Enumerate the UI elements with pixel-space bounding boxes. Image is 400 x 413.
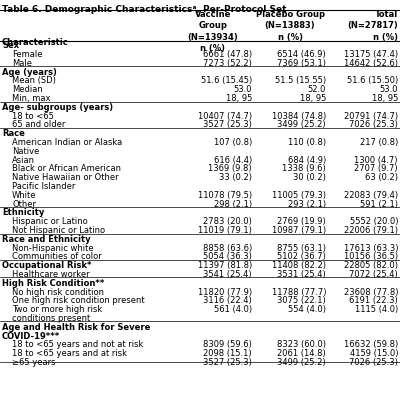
Text: 2707 (9.7): 2707 (9.7): [354, 164, 398, 173]
Text: Asian: Asian: [12, 156, 35, 165]
Text: 616 (4.4): 616 (4.4): [214, 156, 252, 165]
Text: Ethnicity: Ethnicity: [2, 209, 44, 217]
Text: 3527 (25.3): 3527 (25.3): [203, 121, 252, 129]
Text: 1115 (4.0): 1115 (4.0): [355, 305, 398, 314]
Text: ≥65 years: ≥65 years: [12, 358, 56, 367]
Text: 3499 (25.2): 3499 (25.2): [277, 358, 326, 367]
Text: Healthcare worker: Healthcare worker: [12, 270, 90, 279]
Text: Native: Native: [12, 147, 39, 156]
Text: Female: Female: [12, 50, 42, 59]
Text: 18, 95: 18, 95: [226, 94, 252, 103]
Text: 10384 (74.8): 10384 (74.8): [272, 112, 326, 121]
Text: 20791 (74.7): 20791 (74.7): [344, 112, 398, 121]
Text: 13175 (47.4): 13175 (47.4): [344, 50, 398, 59]
Text: Occupational Risk*: Occupational Risk*: [2, 261, 92, 270]
Text: 18, 95: 18, 95: [300, 94, 326, 103]
Text: Two or more high risk: Two or more high risk: [12, 305, 102, 314]
Text: 4159 (15.0): 4159 (15.0): [350, 349, 398, 358]
Text: Mean (SD): Mean (SD): [12, 76, 56, 85]
Text: Male: Male: [12, 59, 32, 68]
Text: One high risk condition present: One high risk condition present: [12, 297, 145, 305]
Text: 3075 (22.1): 3075 (22.1): [277, 297, 326, 305]
Text: 22083 (79.4): 22083 (79.4): [344, 191, 398, 200]
Text: 18 to <65: 18 to <65: [12, 112, 54, 121]
Text: 2098 (15.1): 2098 (15.1): [203, 349, 252, 358]
Text: 17613 (63.3): 17613 (63.3): [344, 244, 398, 253]
Text: No high risk condition: No high risk condition: [12, 287, 104, 297]
Text: Age and Health Risk for Severe: Age and Health Risk for Severe: [2, 323, 150, 332]
Text: Total
(N=27817)
n (%): Total (N=27817) n (%): [347, 10, 398, 42]
Text: Placebo Group
(N=13883)
n (%): Placebo Group (N=13883) n (%): [256, 10, 324, 42]
Text: Characteristic: Characteristic: [2, 38, 69, 47]
Text: 7072 (25.4): 7072 (25.4): [349, 270, 398, 279]
Text: 3527 (25.3): 3527 (25.3): [203, 358, 252, 367]
Text: Communities of color: Communities of color: [12, 252, 102, 261]
Text: 53.0: 53.0: [380, 85, 398, 94]
Text: 11397 (81.8): 11397 (81.8): [198, 261, 252, 270]
Text: 298 (2.1): 298 (2.1): [214, 199, 252, 209]
Text: 30 (0.2): 30 (0.2): [293, 173, 326, 182]
Text: 18, 95: 18, 95: [372, 94, 398, 103]
Text: 10407 (74.7): 10407 (74.7): [198, 112, 252, 121]
Text: 22006 (79.1): 22006 (79.1): [344, 226, 398, 235]
Text: conditions present: conditions present: [12, 314, 90, 323]
Text: 2783 (20.0): 2783 (20.0): [203, 217, 252, 226]
Text: 22805 (82.0): 22805 (82.0): [344, 261, 398, 270]
Text: American Indian or Alaska: American Indian or Alaska: [12, 138, 122, 147]
Text: Not Hispanic or Latino: Not Hispanic or Latino: [12, 226, 105, 235]
Text: 65 and older: 65 and older: [12, 121, 65, 129]
Text: 33 (0.2): 33 (0.2): [219, 173, 252, 182]
Text: 2769 (19.9): 2769 (19.9): [277, 217, 326, 226]
Text: Black or African American: Black or African American: [12, 164, 121, 173]
Text: 6191 (22.3): 6191 (22.3): [349, 297, 398, 305]
Text: Race: Race: [2, 129, 25, 138]
Text: 14642 (52.6): 14642 (52.6): [344, 59, 398, 68]
Text: 3531 (25.4): 3531 (25.4): [277, 270, 326, 279]
Text: 5054 (36.3): 5054 (36.3): [203, 252, 252, 261]
Text: 293 (2.1): 293 (2.1): [288, 199, 326, 209]
Text: 3541 (25.4): 3541 (25.4): [203, 270, 252, 279]
Text: Hispanic or Latino: Hispanic or Latino: [12, 217, 88, 226]
Text: 18 to <65 years and at risk: 18 to <65 years and at risk: [12, 349, 127, 358]
Text: 53.0: 53.0: [234, 85, 252, 94]
Text: White: White: [12, 191, 36, 200]
Text: 5102 (36.7): 5102 (36.7): [277, 252, 326, 261]
Text: 3116 (22.4): 3116 (22.4): [203, 297, 252, 305]
Text: Median: Median: [12, 85, 43, 94]
Text: Table 6. Demographic Characteristicsᵃ, Per-Protocol Set: Table 6. Demographic Characteristicsᵃ, P…: [2, 5, 286, 14]
Text: 51.5 (15.55): 51.5 (15.55): [275, 76, 326, 85]
Text: 16632 (59.8): 16632 (59.8): [344, 340, 398, 349]
Text: 10987 (79.1): 10987 (79.1): [272, 226, 326, 235]
Text: 5552 (20.0): 5552 (20.0): [350, 217, 398, 226]
Text: 684 (4.9): 684 (4.9): [288, 156, 326, 165]
Text: Non-Hispanic white: Non-Hispanic white: [12, 244, 94, 253]
Text: 7026 (25.3): 7026 (25.3): [349, 121, 398, 129]
Text: 11820 (77.9): 11820 (77.9): [198, 287, 252, 297]
Text: Vaccine
Group
(N=13934)
n (%): Vaccine Group (N=13934) n (%): [188, 10, 238, 52]
Text: Min, max: Min, max: [12, 94, 50, 103]
Text: 6514 (46.9): 6514 (46.9): [277, 50, 326, 59]
Text: 8309 (59.6): 8309 (59.6): [203, 340, 252, 349]
Text: 11408 (82.2): 11408 (82.2): [272, 261, 326, 270]
Text: 18 to <65 years and not at risk: 18 to <65 years and not at risk: [12, 340, 143, 349]
Text: 11078 (79.5): 11078 (79.5): [198, 191, 252, 200]
Text: 8323 (60.0): 8323 (60.0): [277, 340, 326, 349]
Text: 11788 (77.7): 11788 (77.7): [272, 287, 326, 297]
Text: Pacific Islander: Pacific Islander: [12, 182, 75, 191]
Text: 10156 (36.5): 10156 (36.5): [344, 252, 398, 261]
Text: 8858 (63.6): 8858 (63.6): [203, 244, 252, 253]
Text: 1300 (4.7): 1300 (4.7): [354, 156, 398, 165]
Text: 23608 (77.8): 23608 (77.8): [344, 287, 398, 297]
Text: 554 (4.0): 554 (4.0): [288, 305, 326, 314]
Text: 2061 (14.8): 2061 (14.8): [277, 349, 326, 358]
Text: 7369 (53.1): 7369 (53.1): [277, 59, 326, 68]
Text: 110 (0.8): 110 (0.8): [288, 138, 326, 147]
Text: Age (years): Age (years): [2, 68, 57, 77]
Text: 1338 (9.6): 1338 (9.6): [282, 164, 326, 173]
Text: Age- subgroups (years): Age- subgroups (years): [2, 103, 113, 112]
Text: 11019 (79.1): 11019 (79.1): [198, 226, 252, 235]
Text: 7026 (25.3): 7026 (25.3): [349, 358, 398, 367]
Text: 11005 (79.3): 11005 (79.3): [272, 191, 326, 200]
Text: 1369 (9.8): 1369 (9.8): [208, 164, 252, 173]
Text: 52.0: 52.0: [308, 85, 326, 94]
